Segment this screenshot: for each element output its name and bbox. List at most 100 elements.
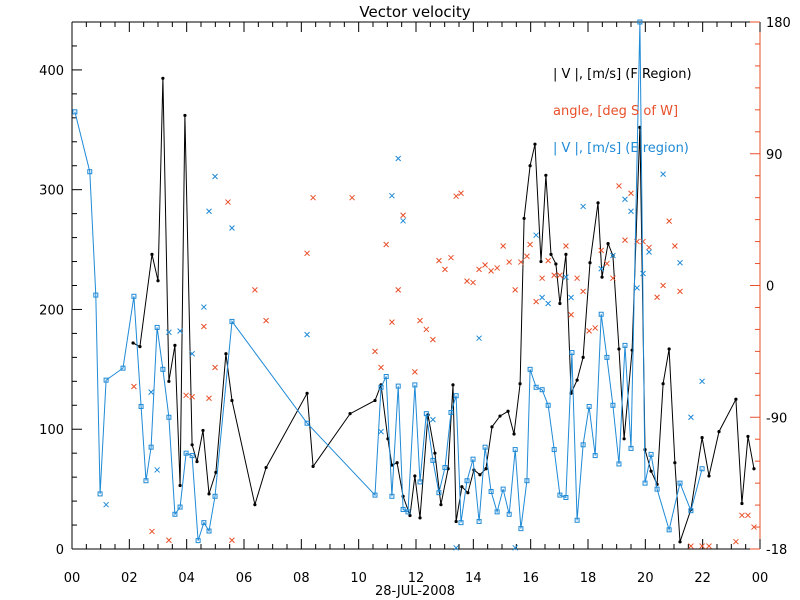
f-region-point <box>564 252 568 256</box>
e-region-point <box>442 465 448 471</box>
angle-x-marker <box>646 244 652 251</box>
x-tick-label: 22 <box>694 571 711 586</box>
angle-x-marker <box>574 275 580 282</box>
f-region-point <box>201 428 205 433</box>
angle-series <box>131 183 757 549</box>
angle-x-marker <box>225 199 231 205</box>
f-region-point <box>183 113 187 118</box>
f-region-point <box>506 409 510 413</box>
e-region-point <box>533 384 539 390</box>
y-tick-label: 0 <box>56 543 64 558</box>
angle-x-marker <box>423 326 430 333</box>
angle-x-marker <box>206 395 212 402</box>
e-region-scatter-x-marker <box>154 467 160 473</box>
e-region-point <box>148 444 154 450</box>
e-region-point <box>642 480 648 486</box>
e-region-point <box>436 490 442 496</box>
x-tick-label: 12 <box>408 571 425 586</box>
f-region-point <box>678 540 682 544</box>
e-region-point <box>586 403 592 409</box>
x-tick-label: 16 <box>522 571 539 586</box>
e-region-point <box>512 447 518 453</box>
e-region-point <box>212 493 218 499</box>
e-region-scatter-x-marker <box>699 378 705 385</box>
e-region-point <box>430 457 436 463</box>
f-region-point <box>454 519 458 524</box>
f-region-line <box>132 78 755 542</box>
e-region-scatter-x-marker <box>229 225 235 231</box>
e-region-scatter-x-marker <box>476 335 482 342</box>
angle-x-marker <box>417 317 423 324</box>
angle-x-marker <box>527 241 533 248</box>
f-region-point <box>167 379 171 383</box>
angle-x-marker <box>442 266 448 273</box>
f-region-point <box>600 275 604 279</box>
e-region-scatter-x-marker <box>453 544 459 551</box>
f-region-point <box>539 259 543 264</box>
f-region-point <box>649 469 653 473</box>
e-region-point <box>506 511 512 517</box>
angle-x-marker <box>739 512 745 519</box>
e-region-point <box>563 494 569 500</box>
angle-x-marker <box>488 268 494 274</box>
e-region-point <box>470 456 476 462</box>
legend-angle: angle, [deg S of W] <box>553 104 678 119</box>
f-region-point <box>395 461 399 465</box>
f-region-point <box>740 501 744 506</box>
x-tick-label: 08 <box>293 571 310 586</box>
angle-x-marker <box>131 383 137 390</box>
f-region-point <box>224 352 228 356</box>
x-tick-label: 00 <box>752 571 769 586</box>
e-region-point <box>93 292 99 298</box>
chart-title: Vector velocity <box>359 3 470 21</box>
series-layer <box>72 19 757 551</box>
f-region-point <box>558 301 562 306</box>
angle-x-marker <box>751 524 757 530</box>
f-region-point <box>230 398 234 403</box>
y-tick-label: 200 <box>39 303 64 318</box>
e-region-point <box>604 354 610 360</box>
e-region-point <box>557 492 563 498</box>
angle-x-marker <box>518 259 524 265</box>
e-region-scatter-x-marker <box>598 265 605 272</box>
e-region-point <box>488 489 494 495</box>
e-region-scatter-x-marker <box>660 171 666 177</box>
f-region-point <box>661 382 665 386</box>
x-tick-label: 10 <box>350 571 367 586</box>
e-region-point <box>666 527 672 533</box>
e-region-point <box>476 518 482 524</box>
e-region-point <box>592 453 598 459</box>
e-region-scatter-x-marker <box>640 270 646 277</box>
y-tick-label: 100 <box>39 423 64 438</box>
y2-tick-label: -90 <box>766 411 787 426</box>
angle-x-marker <box>310 194 316 201</box>
angle-x-marker <box>586 328 593 334</box>
axis-tick-labels: 0 100 200 300 400 00 02 04 06 08 10 12 14 16 18 20 22 00 1… <box>39 16 791 586</box>
e-region-scatter-x-marker <box>304 331 310 338</box>
x-tick-label: 04 <box>178 571 195 586</box>
e-region-scatter-x-marker <box>177 328 183 334</box>
angle-x-marker <box>563 243 569 249</box>
angle-x-marker <box>506 259 513 265</box>
angle-x-marker <box>389 319 395 325</box>
e-region-scatter-x-marker <box>103 501 109 508</box>
f-region-point <box>418 516 422 520</box>
e-region-point <box>405 509 411 515</box>
e-region-scatter-x-marker <box>389 192 395 199</box>
f-region-point <box>214 470 218 474</box>
f-region-point <box>667 347 671 351</box>
e-region-scatter-x-marker <box>189 350 195 357</box>
f-region-point <box>161 76 165 80</box>
e-region-point <box>177 504 183 510</box>
e-region-point <box>160 366 166 372</box>
e-region-point <box>453 393 459 399</box>
e-region-scatter-x-marker <box>512 544 519 551</box>
f-region-point <box>549 252 553 256</box>
e-region-point <box>610 402 616 408</box>
e-region-point <box>524 478 530 484</box>
f-region-point <box>264 465 268 470</box>
e-region-series <box>72 19 705 544</box>
f-region-point <box>466 491 470 495</box>
angle-x-marker <box>500 243 507 249</box>
f-region-point <box>408 513 412 518</box>
